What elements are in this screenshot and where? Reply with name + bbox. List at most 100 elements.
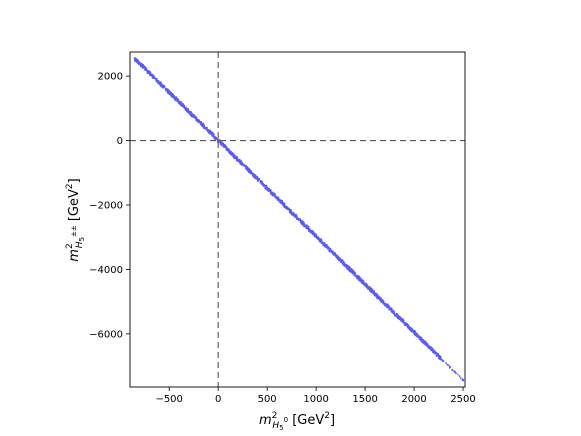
- data-point: [222, 144, 225, 147]
- x-tick-label: −500: [155, 394, 182, 405]
- data-point: [347, 267, 350, 270]
- data-point: [220, 141, 223, 144]
- x-tick-label: 0: [215, 394, 221, 405]
- data-point: [345, 265, 348, 268]
- data-point: [294, 213, 298, 216]
- x-tick-label: 1000: [303, 394, 328, 405]
- data-point: [458, 375, 461, 378]
- data-point: [441, 360, 444, 362]
- data-point: [279, 200, 282, 203]
- data-point: [285, 206, 289, 209]
- data-point: [244, 164, 247, 168]
- data-point: [170, 94, 173, 97]
- data-series: [133, 57, 465, 382]
- data-point: [391, 309, 395, 313]
- data-point: [258, 177, 261, 181]
- data-point: [388, 307, 391, 310]
- axes: [129, 51, 466, 388]
- data-points: [133, 57, 465, 382]
- data-point: [290, 211, 293, 214]
- y-tick-label: −2000: [89, 201, 123, 212]
- data-point: [236, 159, 239, 162]
- data-point: [429, 347, 432, 351]
- data-point: [230, 151, 233, 154]
- data-point: [331, 250, 334, 253]
- data-point: [354, 274, 357, 278]
- data-point: [359, 277, 362, 280]
- data-point: [148, 71, 151, 75]
- data-point: [192, 115, 195, 118]
- data-point: [434, 351, 437, 354]
- data-point: [456, 373, 459, 376]
- data-point: [149, 73, 152, 76]
- y-axis-title-sub-index: 5: [78, 237, 86, 241]
- data-point: [265, 187, 269, 190]
- y-axis-title-unit-close: ]: [67, 178, 82, 183]
- data-point: [228, 149, 231, 153]
- data-point: [439, 356, 442, 360]
- data-point: [405, 323, 408, 326]
- data-point: [172, 95, 176, 98]
- y-axis-title-sub-base: H: [75, 241, 85, 248]
- data-point: [419, 337, 422, 340]
- data-point: [311, 232, 314, 235]
- data-point: [307, 225, 310, 228]
- y-axis-title-sub-charge: ±±: [70, 225, 78, 237]
- data-point: [246, 169, 249, 172]
- data-point: [314, 235, 318, 238]
- data-point: [133, 57, 137, 60]
- data-point: [380, 299, 383, 302]
- data-point: [270, 192, 273, 195]
- data-point: [352, 271, 355, 274]
- x-axis-title: m2 H50 [GeV2]: [259, 411, 335, 432]
- data-point: [175, 97, 178, 100]
- data-point: [280, 202, 284, 205]
- data-point: [436, 353, 440, 357]
- data-point: [446, 363, 449, 366]
- y-axis-title-unit-sup: 2: [65, 183, 75, 189]
- data-point: [305, 226, 308, 230]
- data-point: [141, 63, 144, 66]
- data-point: [167, 91, 171, 94]
- data-point: [141, 66, 144, 69]
- data-point: [455, 372, 457, 374]
- data-point: [323, 244, 327, 248]
- data-point: [272, 193, 275, 196]
- x-axis-title-sub-index: 5: [279, 424, 283, 432]
- x-tick-label: 1500: [352, 394, 377, 405]
- data-point: [144, 66, 147, 69]
- reference-lines: [130, 52, 465, 387]
- data-point: [384, 303, 387, 306]
- data-point: [197, 120, 201, 123]
- data-point: [376, 296, 379, 299]
- data-point: [432, 349, 435, 352]
- data-point: [349, 269, 352, 273]
- data-point: [294, 215, 297, 218]
- data-point: [297, 218, 300, 221]
- data-point: [408, 325, 411, 328]
- data-point: [136, 59, 139, 63]
- data-point: [204, 127, 208, 130]
- data-point: [209, 129, 212, 132]
- data-point: [138, 62, 141, 65]
- y-axis-title: m2H5±± [GeV2]: [65, 178, 86, 261]
- data-point: [216, 139, 220, 142]
- data-point: [382, 300, 385, 304]
- data-point: [155, 78, 158, 81]
- data-point: [415, 334, 419, 338]
- data-point: [159, 84, 163, 87]
- data-point: [255, 177, 258, 180]
- y-tick-label: 0: [117, 136, 123, 147]
- data-point: [249, 170, 253, 173]
- data-point: [289, 209, 292, 212]
- y-axis-title-sup: 2: [65, 243, 75, 249]
- data-point: [224, 145, 227, 148]
- data-point: [362, 280, 365, 283]
- data-point: [186, 108, 189, 111]
- data-point: [426, 345, 430, 348]
- data-point: [291, 213, 295, 216]
- data-point: [189, 111, 192, 114]
- data-point: [308, 229, 311, 232]
- data-point: [365, 285, 368, 288]
